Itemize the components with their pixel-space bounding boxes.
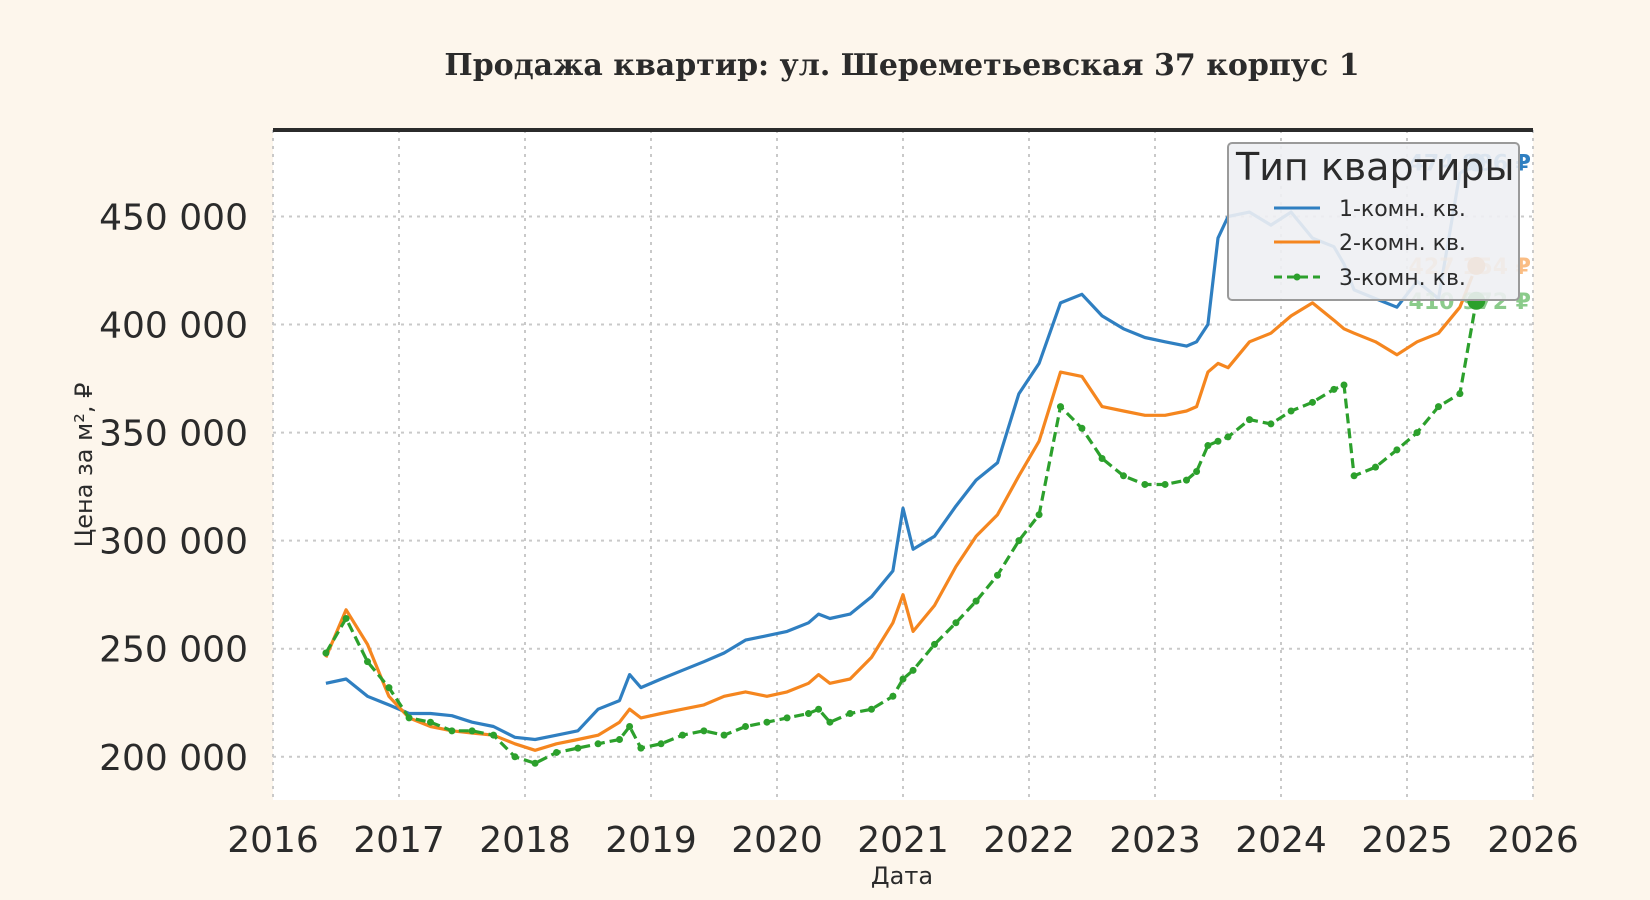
series-3-point: [1287, 407, 1295, 415]
legend-box: [1227, 142, 1520, 301]
x-tick-label: 2018: [479, 820, 571, 861]
series-3-point: [1193, 467, 1201, 475]
y-axis-label: Цена за м², ₽: [70, 383, 98, 548]
series-3-point: [1309, 398, 1316, 406]
x-tick-label: 2020: [731, 820, 823, 861]
series-3-point: [1435, 403, 1442, 411]
x-tick-label: 2026: [1487, 820, 1579, 861]
series-3-point: [1015, 537, 1023, 545]
x-tick-label: 2019: [605, 820, 697, 861]
series-3-point: [889, 692, 897, 700]
y-tick-label: 250 000: [99, 630, 248, 671]
chart-title: Продажа квартир: ул. Шереметьевская 37 к…: [444, 48, 1360, 83]
x-tick-label: 2016: [227, 820, 319, 861]
series-3-point: [1393, 446, 1401, 454]
x-tick-label: 2017: [353, 820, 445, 861]
series-3-point: [1161, 480, 1169, 488]
series-3-point: [385, 684, 393, 692]
series-3-point: [805, 710, 812, 718]
series-3-point: [322, 649, 330, 657]
series-3-point: [1267, 420, 1275, 428]
series-3-point: [1183, 476, 1190, 484]
y-tick-label: 200 000: [99, 738, 248, 779]
y-tick-labels: 200 000 250 000 300 000 350 000 400 000 450 0…: [99, 197, 248, 778]
series-3-point: [657, 740, 665, 748]
x-axis-label: Дата: [871, 862, 933, 890]
series-3-point: [574, 744, 582, 752]
series-3-point: [1246, 416, 1253, 424]
series-3-point: [637, 744, 645, 752]
series-3-point: [342, 614, 350, 622]
y-tick-label: 300 000: [99, 522, 248, 563]
series-3-point: [909, 666, 917, 674]
series-3-point: [616, 735, 623, 743]
series-3-point: [1204, 442, 1212, 450]
x-tick-label: 2022: [983, 820, 1075, 861]
series-3-point: [899, 675, 907, 683]
x-tick-label: 2021: [857, 820, 949, 861]
series-3-point: [427, 718, 434, 726]
series-3-point: [994, 571, 1001, 579]
series-3-point: [448, 727, 456, 735]
series-3-point: [700, 727, 708, 735]
series-3-point: [1330, 385, 1338, 393]
legend: Тип квартиры 1-комн. кв. 2-комн. кв. 3-к…: [1227, 142, 1520, 301]
series-3-point: [1120, 472, 1127, 480]
series-3-point: [931, 640, 938, 648]
series-3-point: [1035, 511, 1043, 519]
series-3-point: [490, 731, 497, 739]
x-tick-labels: 2016 2017 2018 2019 2020 2021 2022 2023 2024 2025…: [227, 820, 1579, 861]
series-3-point: [868, 705, 875, 713]
y-tick-label: 350 000: [99, 414, 248, 455]
series-3-point: [972, 597, 980, 605]
legend-label-3: 3-комн. кв.: [1339, 266, 1466, 291]
x-tick-label: 2023: [1109, 820, 1201, 861]
series-3-point: [1098, 455, 1106, 463]
x-tick-label: 2025: [1361, 820, 1453, 861]
series-3-point: [1078, 424, 1086, 432]
series-3-point: [1224, 433, 1232, 441]
series-3-point: [1141, 480, 1149, 488]
series-3-point: [815, 705, 823, 713]
series-3-point: [742, 723, 749, 731]
legend-swatch-3-marker: [1293, 273, 1301, 281]
y-tick-label: 450 000: [99, 197, 248, 238]
legend-label-1: 1-комн. кв.: [1339, 197, 1466, 222]
series-line-3: [324, 300, 1478, 765]
series-3-point: [468, 727, 476, 735]
series-3-point: [846, 710, 854, 718]
series-3-point: [364, 658, 371, 666]
series-3-point: [1413, 429, 1421, 437]
series-3-point: [783, 714, 791, 722]
series-3-point: [1456, 390, 1464, 398]
series-3-point: [511, 753, 519, 761]
series-3-point: [826, 718, 834, 726]
series-3-point: [1350, 472, 1358, 480]
legend-label-2: 2-комн. кв.: [1339, 231, 1466, 256]
series-3-point: [1057, 403, 1064, 411]
series-3-point: [763, 718, 771, 726]
series-3-point: [405, 714, 413, 722]
series-line-2: [324, 265, 1478, 752]
series-3-point: [720, 731, 728, 739]
series-3-point: [594, 740, 602, 748]
x-tick-label: 2024: [1235, 820, 1327, 861]
series-3-point: [1214, 437, 1222, 445]
series-3-point: [553, 748, 560, 756]
series-3-point: [626, 723, 634, 731]
series-3-point: [1372, 463, 1379, 471]
series-3-point: [952, 619, 960, 627]
y-tick-label: 400 000: [99, 306, 248, 347]
series-3-point: [531, 759, 539, 767]
legend-title: Тип квартиры: [1235, 145, 1515, 189]
series-3-point: [1340, 381, 1348, 389]
series-3-point: [679, 731, 686, 739]
